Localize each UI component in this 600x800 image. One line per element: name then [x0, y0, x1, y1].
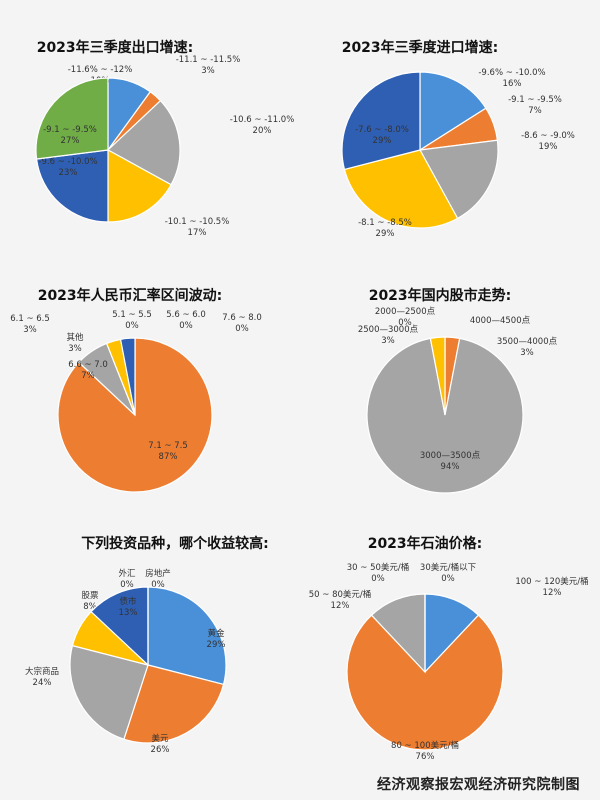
pie-slice: [429, 336, 446, 416]
pie-slice: [346, 614, 504, 751]
pie-chart-6: 2023年石油价格: 30美元/桶以下 0% 100 ~ 120美元/桶 12% 80 ~…: [309, 535, 589, 762]
chart-title: 2023年人民币汇率区间波动:: [38, 287, 223, 304]
slice-label: -10.1 ~ -10.5% 17%: [165, 217, 230, 238]
slice-label: 债市 13%: [119, 596, 138, 618]
slice-label: 50 ~ 80美元/桶 12%: [309, 589, 372, 611]
slice-label: 100 ~ 120美元/桶 12%: [515, 576, 588, 598]
slice-label: 美元 26%: [151, 733, 170, 755]
slice-label: 3000—3500点 94%: [420, 451, 481, 472]
slice-label: -10.6 ~ -11.0% 20%: [230, 115, 295, 136]
slice-label: -9.6 ~ -10.0% 23%: [38, 157, 97, 178]
slice-label: 6.6 ~ 7.0 7%: [68, 360, 108, 381]
slice-label: 黄金 29%: [207, 628, 226, 650]
slice-label: 7.6 ~ 8.0 0%: [222, 313, 262, 334]
pie-slice: [366, 337, 524, 494]
slice-label: -9.6% ~ -10.0% 16%: [478, 68, 545, 89]
pie-slice: [35, 149, 109, 223]
chart-title: 2023年石油价格:: [368, 535, 483, 552]
pie-slice: [90, 586, 149, 667]
slice-label: 7.1 ~ 7.5 87%: [148, 441, 188, 462]
slice-label: 5.6 ~ 6.0 0%: [166, 310, 206, 331]
slice-label: -9.1 ~ -9.5% 7%: [508, 95, 562, 116]
slice-label: 2000—2500点 0%: [375, 307, 436, 328]
slice-label: 30 ~ 50美元/桶 0%: [347, 562, 410, 584]
pie-slice: [419, 139, 499, 220]
pie-slice: [119, 337, 136, 416]
pie-slice: [123, 664, 225, 744]
pie-slice: [147, 586, 227, 686]
slice-label: 80 ~ 100美元/桶 76%: [391, 740, 459, 762]
slice-label: -11.1 ~ -11.5% 3%: [176, 55, 241, 76]
slice-label: 6.1 ~ 6.5 3%: [10, 314, 50, 335]
pie-chart-3: 2023年人民币汇率区间波动: 5.1 ~ 5.5 0% 5.6 ~ 6.0 0% 7.1…: [10, 287, 262, 493]
slice-label: 外汇 0%: [118, 568, 136, 590]
pie-slice: [35, 77, 109, 160]
slice-label: 2500—3000点 3%: [358, 325, 419, 346]
pie-chart-2: 2023年三季度进口增速: -9.6% ~ -10.0% 16% -9.1 ~ -9.…: [341, 39, 575, 239]
slice-label: 股票 8%: [81, 591, 99, 612]
footer-credit: 经济观察报宏观经济研究院制图: [377, 777, 580, 793]
slice-label: -8.1 ~ -8.5% 29%: [358, 218, 412, 239]
slice-label: -7.6 ~ -8.0% 29%: [355, 125, 409, 146]
pie-chart-1: 2023年三季度出口增速:-11.6% ~ -12%10%-11.1 ~ -11…: [35, 39, 295, 238]
chart-title: 下列投资品种，哪个收益较高:: [81, 535, 269, 552]
chart-title: 2023年三季度进口增速:: [342, 39, 499, 56]
slice-label: -8.6 ~ -9.0% 19%: [521, 131, 575, 152]
slice-label: 30美元/桶以下 0%: [420, 562, 477, 584]
pie-slice: [106, 99, 181, 186]
pie-slice: [107, 148, 172, 223]
pie-slice: [69, 644, 149, 740]
chart-title: 2023年国内股市走势:: [369, 287, 512, 304]
slice-label: 房地产 0%: [145, 568, 171, 590]
chart-title: 2023年三季度出口增速:: [37, 39, 194, 56]
slice-label: 其他 3%: [66, 332, 84, 354]
slice-label: 5.1 ~ 5.5 0%: [112, 310, 152, 331]
pie-slice: [343, 149, 459, 229]
slice-label: 3500—4000点 3%: [497, 337, 558, 358]
pie-chart-4: 2023年国内股市走势: 2000—2500点 0% 4000—4500点 3500—4…: [358, 287, 558, 494]
slice-label: 大宗商品 24%: [25, 666, 59, 688]
slice-label: 4000—4500点: [470, 316, 531, 326]
pie-slice: [341, 71, 421, 171]
pie-slice: [419, 71, 487, 152]
pie-chart-5: 下列投资品种，哪个收益较高: 房地产 0% 黄金 29% 美元 26% 大宗商品 24% 股票 8%…: [25, 535, 269, 755]
slice-label: -9.1 ~ -9.5% 27%: [43, 125, 97, 146]
